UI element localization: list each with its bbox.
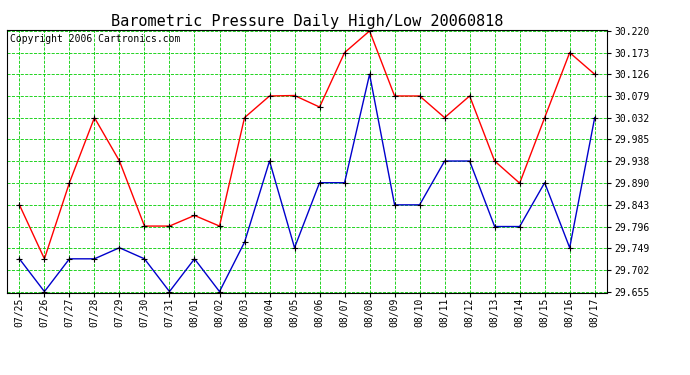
Text: Copyright 2006 Cartronics.com: Copyright 2006 Cartronics.com [10, 34, 180, 44]
Title: Barometric Pressure Daily High/Low 20060818: Barometric Pressure Daily High/Low 20060… [111, 14, 503, 29]
